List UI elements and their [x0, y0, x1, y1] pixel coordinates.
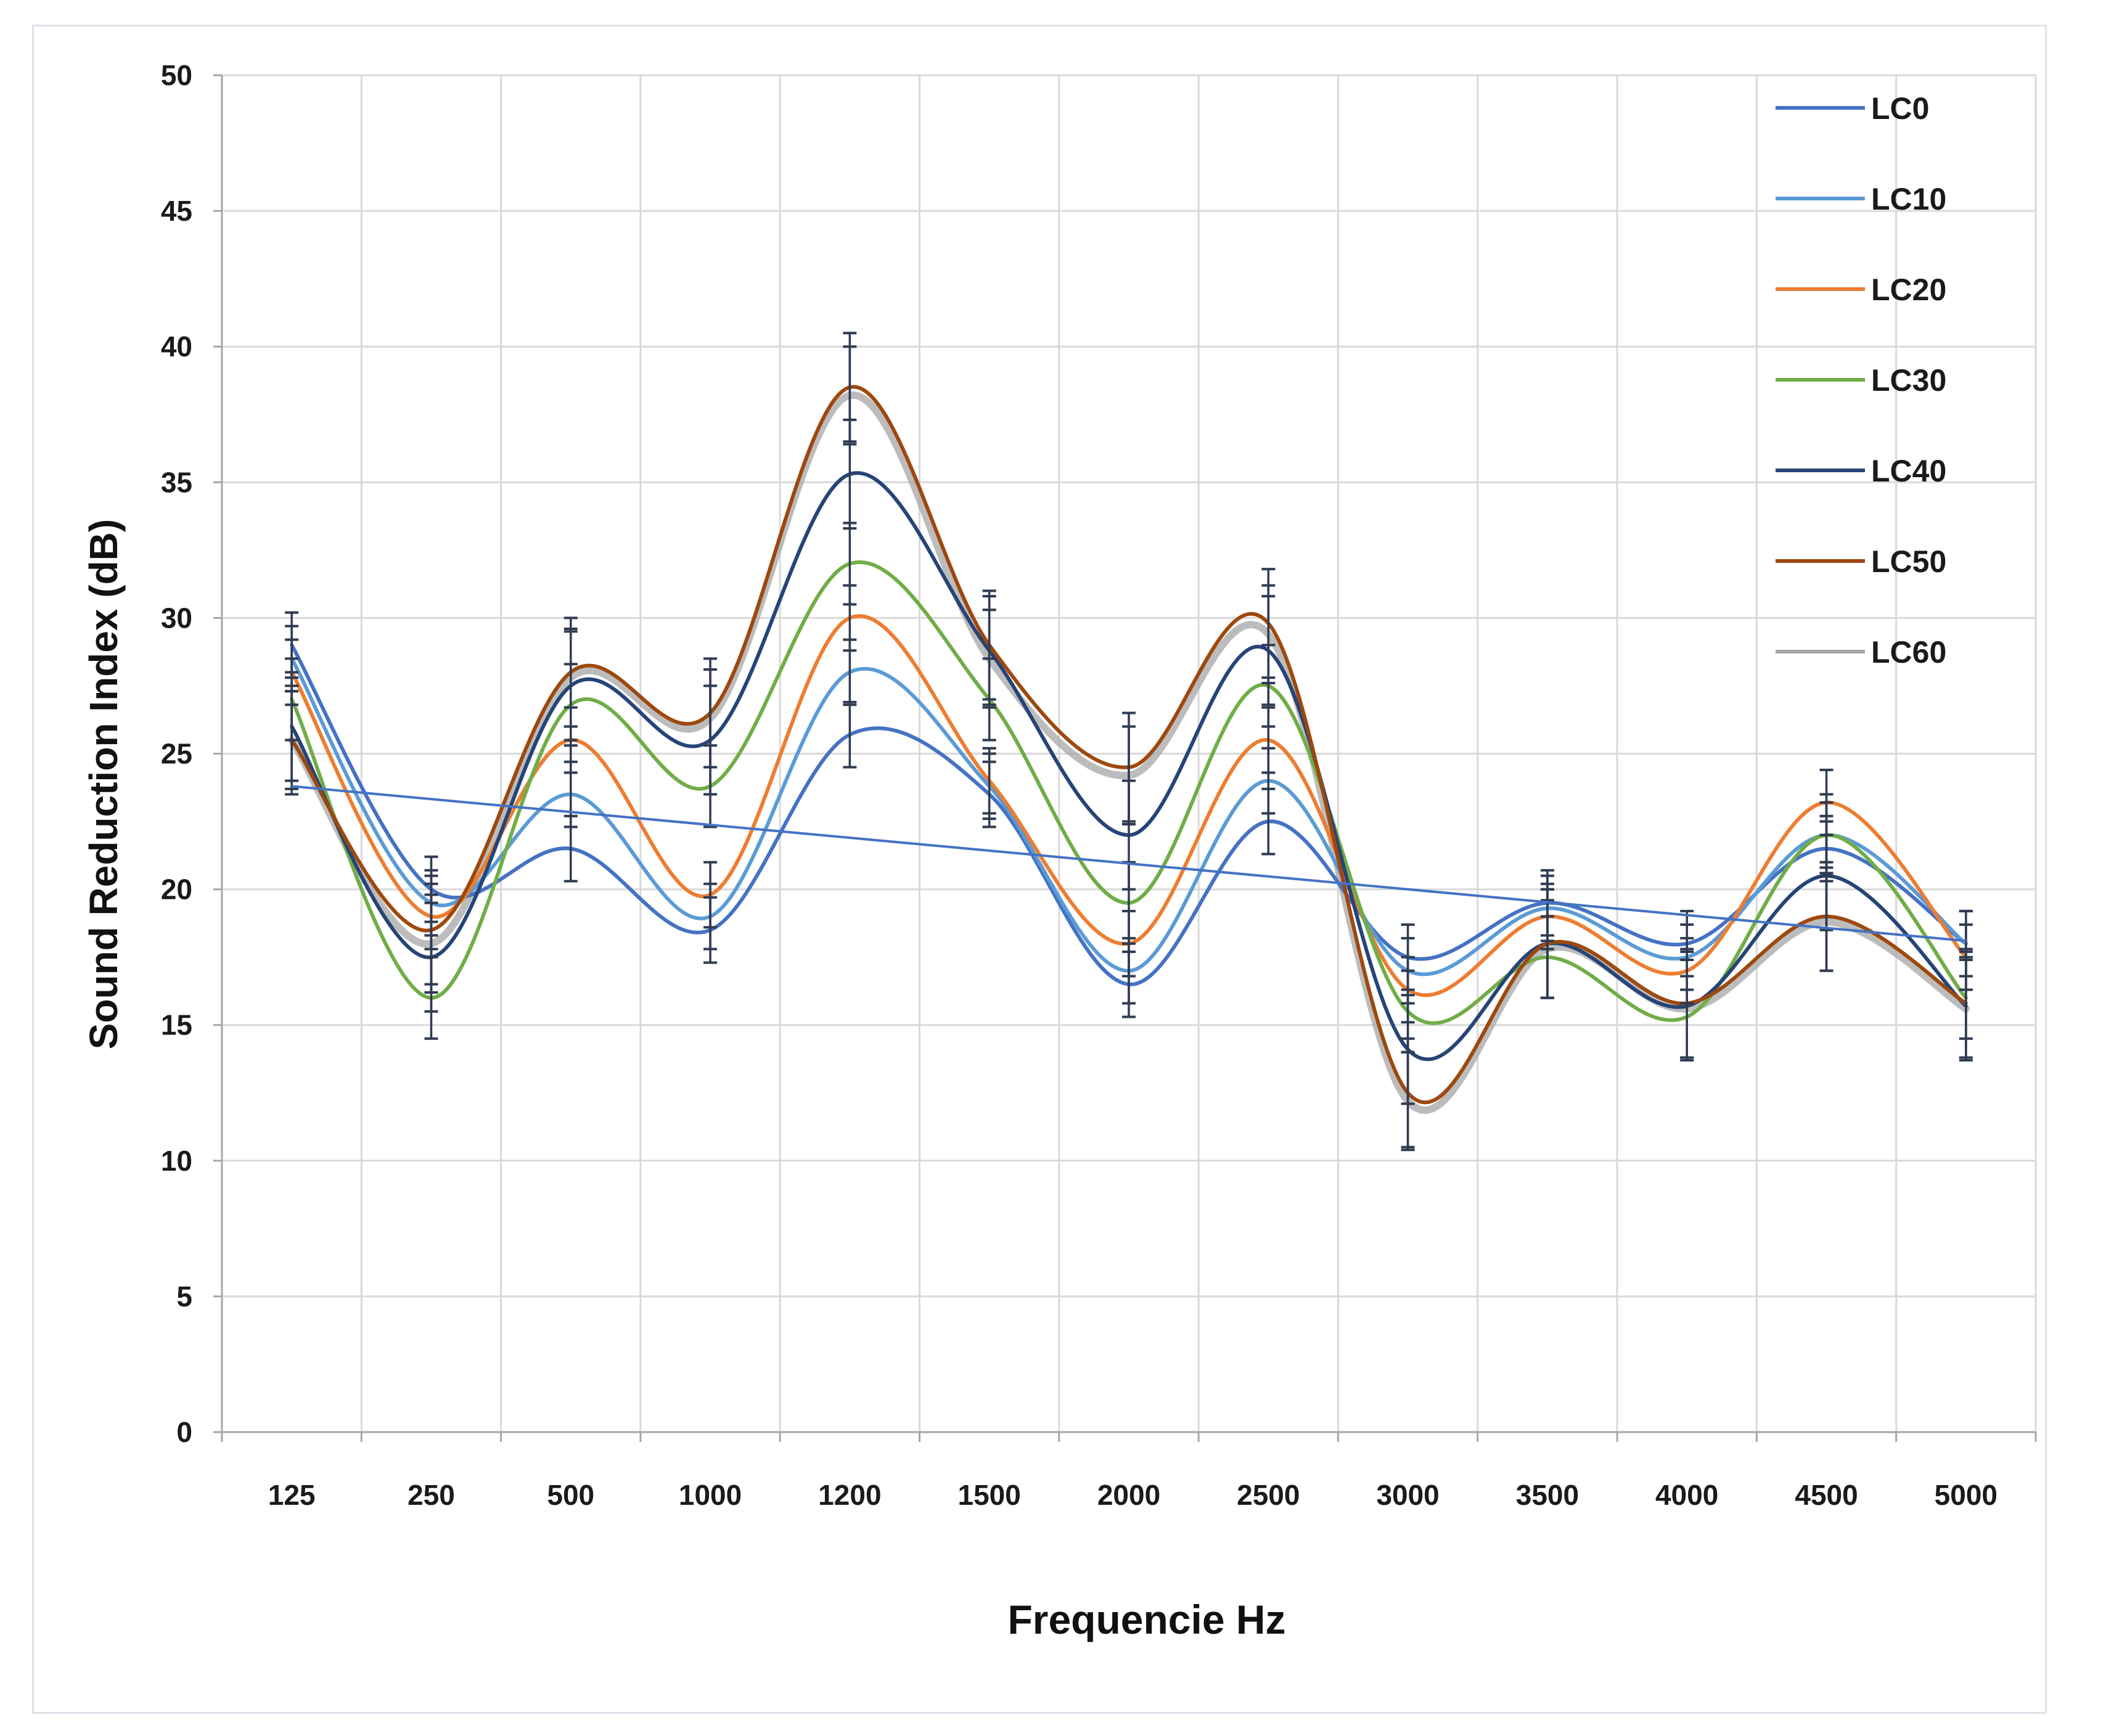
y-tick-label: 5: [176, 1280, 192, 1312]
error-bar-lc60: [1122, 725, 1136, 825]
legend-label: LC10: [1871, 182, 1946, 216]
x-tick-label: 1200: [818, 1479, 881, 1511]
ticks: 0 5 10 15 20 25 30 35 40 45 50 125 250 500 1000 1200 150…: [161, 59, 1997, 1511]
legend-item-lc40: LC40: [1776, 454, 1946, 488]
trendline-lc0: [291, 785, 1967, 943]
series-line-lc20: [290, 614, 1968, 997]
series-line-lc30: [290, 560, 1968, 1025]
error-bar-lc20: [703, 861, 718, 929]
trend-layer: [291, 785, 1967, 943]
x-tick-label: 5000: [1935, 1479, 1997, 1511]
legend-label: LC0: [1871, 91, 1929, 126]
grid: [222, 74, 2037, 1432]
x-tick-label: 4500: [1795, 1479, 1858, 1511]
x-tick-label: 4000: [1655, 1479, 1718, 1511]
error-bar-lc60: [1401, 1050, 1415, 1152]
y-tick-label: 30: [161, 602, 192, 634]
error-bar-lc60: [285, 690, 299, 790]
y-tick-label: 40: [161, 330, 192, 362]
legend-item-lc10: LC10: [1776, 182, 1946, 216]
error-bar-lc60: [1680, 959, 1694, 1059]
y-tick-label: 35: [161, 466, 192, 498]
series-line-lc10: [290, 657, 1968, 976]
legend-item-lc30: LC30: [1776, 363, 1946, 398]
y-axis-title: Sound Reduction Index (dB): [81, 519, 126, 1049]
y-tick-label: 45: [161, 195, 192, 227]
error-bar-lc60: [703, 668, 718, 769]
error-bar-lc60: [1819, 872, 1834, 972]
error-bar-lc20: [982, 747, 996, 815]
axes: [213, 74, 2037, 1442]
error-bar-lc60: [1261, 584, 1276, 685]
error-bar-lc60: [843, 345, 857, 446]
legend-label: LC60: [1871, 635, 1946, 669]
legend-label: LC50: [1871, 544, 1946, 579]
x-tick-label: 3500: [1516, 1479, 1579, 1511]
x-tick-label: 1500: [958, 1479, 1021, 1511]
y-tick-label: 0: [176, 1416, 192, 1448]
legend-label: LC30: [1871, 363, 1946, 398]
x-tick-label: 500: [547, 1479, 594, 1511]
series-line-lc40: [290, 471, 1968, 1062]
y-tick-label: 25: [161, 738, 192, 770]
legend-item-lc0: LC0: [1776, 91, 1929, 126]
legend: LC0 LC10 LC20 LC30 LC40 LC50 LC60: [1776, 91, 1946, 669]
error-bar-lc60: [563, 628, 578, 728]
error-bar-lc60: [982, 608, 996, 709]
error-bar-lc60: [1959, 959, 1973, 1059]
y-tick-label: 50: [161, 59, 192, 91]
y-tick-label: 20: [161, 874, 192, 906]
x-tick-label: 3000: [1376, 1479, 1439, 1511]
x-tick-label: 2500: [1237, 1479, 1300, 1511]
legend-item-lc50: LC50: [1776, 544, 1946, 579]
x-tick-label: 1000: [679, 1479, 742, 1511]
error-bar-lc0: [843, 700, 857, 769]
x-tick-label: 2000: [1097, 1479, 1160, 1511]
error-bar-lc60: [424, 893, 438, 994]
legend-item-lc60: LC60: [1776, 635, 1946, 669]
x-axis-title: Frequencie Hz: [1007, 1597, 1285, 1642]
y-tick-label: 15: [161, 1009, 192, 1041]
series-line-lc0: [290, 643, 1968, 986]
error-bar-lc60: [1540, 899, 1554, 999]
legend-label: LC20: [1871, 272, 1946, 307]
errorbar-layer: [285, 332, 1973, 1152]
legend-label: LC40: [1871, 454, 1946, 488]
y-tick-label: 10: [161, 1145, 192, 1177]
x-tick-label: 125: [268, 1479, 316, 1511]
x-tick-label: 250: [408, 1479, 455, 1511]
legend-item-lc20: LC20: [1776, 272, 1946, 307]
